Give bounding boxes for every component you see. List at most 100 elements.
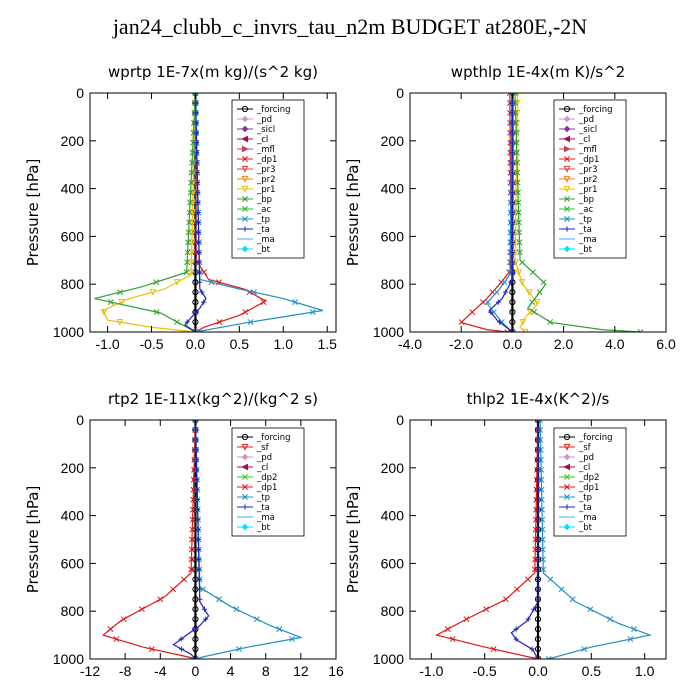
y-tick-label: 1000 [373, 651, 404, 667]
legend-marker [564, 494, 570, 500]
legend-label: _ta [578, 225, 592, 235]
legend-marker [241, 165, 249, 173]
series-marker_ta [197, 596, 203, 602]
series-marker_ta [509, 259, 515, 265]
series-marker_tp [538, 486, 545, 493]
series-marker_bp [515, 199, 522, 206]
y-tick-label: 400 [381, 181, 405, 197]
legend-marker [564, 216, 570, 222]
series-marker_tp [200, 586, 206, 593]
series-marker_tp [540, 566, 547, 573]
legend-label: _tp [256, 493, 270, 503]
series-marker_ta [525, 616, 531, 622]
chart-panel-1: wprtp 1E-7x(m kg)/(s^2 kg) Pressure [hPa]… [24, 63, 337, 352]
series-marker_tp [539, 506, 545, 513]
x-tick-label: -4 [154, 663, 167, 679]
series-marker_dp1 [181, 576, 187, 583]
series-marker_dp1 [191, 466, 197, 473]
series-marker_bp [187, 189, 194, 196]
legend-marker [563, 125, 571, 133]
series-marker_dp1 [480, 299, 486, 306]
legend-marker [563, 175, 571, 183]
series-marker_ta [509, 120, 515, 126]
series-marker_forcing [534, 616, 542, 623]
legend-marker [564, 196, 570, 202]
series-marker_tp [538, 466, 545, 473]
x-tick-label: -0.5 [473, 663, 497, 679]
series-marker_ta [193, 100, 199, 106]
x-tick-label: 1.0 [635, 663, 655, 679]
legend-marker [241, 433, 249, 441]
series-marker_pr1 [519, 318, 527, 326]
series-marker_dp1 [535, 656, 541, 659]
series-marker_bp [547, 319, 554, 325]
series-marker_bp [185, 239, 192, 246]
series-marker_ta [513, 636, 519, 642]
series-marker_bp [186, 209, 193, 216]
series-marker_dp1 [189, 516, 196, 523]
series-marker_ta [194, 497, 200, 503]
y-tick-label: 600 [381, 555, 405, 571]
series-marker_pr1 [116, 318, 124, 326]
series-marker_bp [540, 279, 547, 286]
series-marker_dp1 [483, 606, 490, 613]
chart-panel-3: rtp2 1E-11x(kg^2)/(kg^2 s) Pressure [hPa]… [24, 390, 344, 679]
series-marker_forcing [509, 299, 516, 306]
series-group [94, 93, 323, 332]
main-title: jan24_clubb_c_invrs_tau_n2m BUDGET at280… [112, 14, 588, 39]
series-marker_ta [197, 279, 203, 285]
series-marker_dp1 [532, 546, 539, 553]
y-tick-label: 400 [61, 508, 85, 524]
legend-marker [563, 453, 571, 461]
legend-label: _sicl [256, 125, 275, 135]
series-marker_ta [195, 219, 201, 226]
legend-marker [563, 135, 571, 143]
series-marker_dp1 [148, 646, 155, 652]
series-marker_ta [178, 646, 185, 652]
series-marker_tp [581, 646, 588, 652]
series-marker_dp1 [444, 626, 451, 633]
series-line_ta [183, 93, 207, 332]
series-marker_pr1 [100, 308, 108, 316]
series-marker_dp1 [139, 606, 145, 613]
series-marker_ta [196, 259, 202, 265]
series-marker_bp [153, 309, 160, 316]
series-marker_tp [539, 536, 546, 543]
panel-title: thlp2 1E-4x(K^2)/s [467, 390, 610, 408]
series-marker_forcing [509, 289, 516, 296]
plot-frame [409, 92, 667, 333]
legend-label: _tp [578, 493, 592, 503]
panel-title: wpthlp 1E-4x(m K)/s^2 [451, 63, 625, 81]
series-marker_ta [535, 586, 541, 592]
series-marker_ta [509, 170, 515, 176]
series-marker_dp1 [190, 496, 197, 503]
series-marker_ta [502, 289, 509, 295]
series-marker_ta [193, 309, 199, 315]
series-line_tp [539, 420, 653, 659]
series-marker_bp [515, 209, 522, 216]
series-marker_pr1 [173, 279, 181, 286]
legend-marker [241, 125, 249, 133]
x-tick-label: -4.0 [398, 336, 422, 352]
series-marker_ta [195, 536, 201, 543]
series-marker_forcing [192, 318, 199, 326]
series-marker_ta [535, 566, 541, 572]
series-marker_ta [199, 289, 205, 295]
legend-marker [563, 433, 571, 441]
series-marker_bp [514, 179, 521, 186]
legend-marker [241, 523, 249, 531]
series-marker_ta [194, 487, 200, 493]
legend-label: _sf [256, 443, 270, 453]
x-tick-label: -1.0 [96, 336, 120, 352]
series-marker_ta [184, 319, 190, 325]
series-group [435, 420, 653, 659]
series-marker_dp1 [113, 636, 120, 643]
series-marker_ta [193, 437, 199, 443]
y-tick-label: 200 [381, 460, 405, 476]
series-marker_bp [189, 149, 196, 156]
series-marker_ta [195, 199, 201, 206]
legend-label: _mfl [256, 145, 275, 155]
series-marker_ta [196, 239, 202, 245]
series-marker_bp [536, 289, 543, 296]
series-marker_bp [184, 259, 191, 266]
